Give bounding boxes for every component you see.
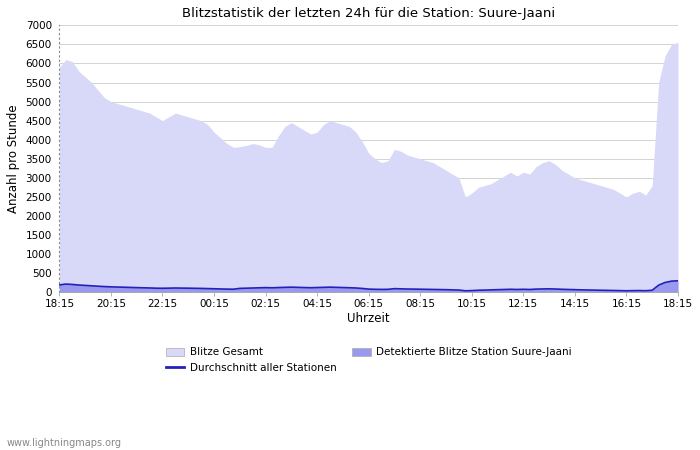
Y-axis label: Anzahl pro Stunde: Anzahl pro Stunde (7, 104, 20, 213)
Text: www.lightningmaps.org: www.lightningmaps.org (7, 438, 122, 448)
Title: Blitzstatistik der letzten 24h für die Station: Suure-Jaani: Blitzstatistik der letzten 24h für die S… (182, 7, 555, 20)
Legend: Blitze Gesamt, Durchschnitt aller Stationen, Detektierte Blitze Station Suure-Ja: Blitze Gesamt, Durchschnitt aller Statio… (166, 347, 572, 373)
X-axis label: Uhrzeit: Uhrzeit (347, 312, 390, 325)
